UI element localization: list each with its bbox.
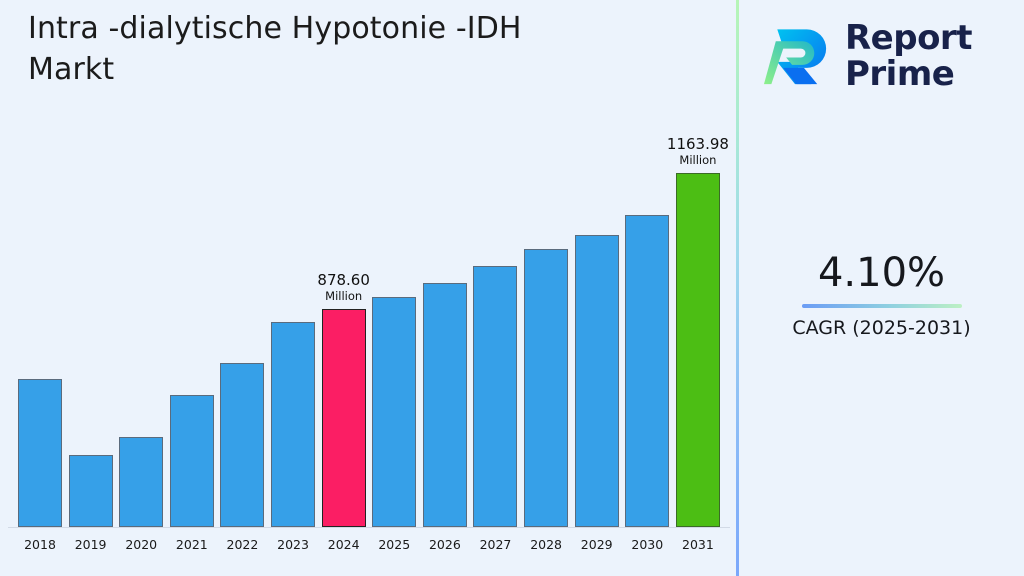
cagr-block: 4.10% CAGR (2025-2031) bbox=[739, 248, 1024, 340]
page-title: Intra -dialytische Hypotonie -IDH Markt bbox=[28, 11, 522, 87]
bar-value-number: 878.60 bbox=[317, 271, 370, 289]
bar-slot bbox=[220, 120, 265, 527]
bar-value-unit: Million bbox=[679, 153, 717, 167]
brand-name: Report Prime bbox=[845, 18, 972, 94]
bar-slot bbox=[473, 120, 518, 527]
x-axis-label-2020: 2020 bbox=[125, 537, 158, 552]
report-prime-logo-icon bbox=[761, 19, 835, 93]
bar-2019[interactable] bbox=[68, 455, 113, 527]
x-axis-label-2029: 2029 bbox=[580, 537, 613, 552]
x-axis-label-2022: 2022 bbox=[226, 537, 259, 552]
bar-slot bbox=[574, 120, 619, 527]
bar-2027[interactable] bbox=[473, 266, 518, 527]
panel-divider bbox=[736, 0, 739, 576]
x-axis-label-2024: 2024 bbox=[327, 537, 360, 552]
bar-slot bbox=[68, 120, 113, 527]
cagr-divider-rule bbox=[801, 304, 962, 308]
bar-series: 878.60 Million 1163.98 Million bbox=[8, 120, 730, 527]
bar-slot bbox=[625, 120, 670, 527]
cagr-caption: CAGR (2025-2031) bbox=[792, 317, 971, 339]
bar-value-unit: Million bbox=[325, 289, 363, 303]
bar-2024[interactable] bbox=[321, 309, 366, 527]
bar-2026[interactable] bbox=[422, 283, 467, 527]
bar-2025[interactable] bbox=[372, 297, 417, 527]
axis-baseline bbox=[8, 527, 730, 528]
bar-slot bbox=[422, 120, 467, 527]
bar-value-label: 1163.98 Million bbox=[666, 135, 729, 168]
bar-2028[interactable] bbox=[524, 249, 569, 527]
bar-2031[interactable] bbox=[675, 173, 720, 527]
x-axis-label-2026: 2026 bbox=[428, 537, 461, 552]
bar-2018[interactable] bbox=[18, 379, 62, 527]
bar-slot bbox=[119, 120, 164, 527]
bar-2030[interactable] bbox=[625, 215, 670, 527]
bar-value-label: 878.60 Million bbox=[317, 271, 370, 304]
bar-slot bbox=[18, 120, 62, 527]
bar-2023[interactable] bbox=[271, 322, 316, 527]
bar-2021[interactable] bbox=[169, 395, 214, 527]
bar-2020[interactable] bbox=[119, 437, 164, 527]
chart-panel: Intra -dialytische Hypotonie -IDH Markt … bbox=[8, 11, 730, 562]
bar-slot bbox=[372, 120, 417, 527]
x-axis-label-2019: 2019 bbox=[74, 537, 107, 552]
x-axis-label-2023: 2023 bbox=[277, 537, 309, 552]
bar-2029[interactable] bbox=[574, 235, 619, 527]
bar-slot bbox=[524, 120, 569, 527]
bar-value-number: 1163.98 bbox=[666, 135, 729, 153]
bar-slot: 1163.98 Million bbox=[667, 120, 729, 527]
brand-logo: Report Prime bbox=[761, 12, 1009, 100]
x-axis-label-2030: 2030 bbox=[631, 537, 664, 552]
bar-2022[interactable] bbox=[220, 363, 265, 527]
x-axis-label-2018: 2018 bbox=[24, 537, 56, 552]
bar-slot bbox=[271, 120, 316, 527]
bar-slot: 878.60 Million bbox=[317, 120, 370, 527]
x-axis: 2018 2019 2020 2021 2022 2023 2024 2025 2026 2027… bbox=[8, 532, 730, 562]
x-axis-label-2025: 2025 bbox=[378, 537, 411, 552]
x-axis-label-2027: 2027 bbox=[479, 537, 512, 552]
bar-slot bbox=[169, 120, 214, 527]
x-axis-label-2021: 2021 bbox=[175, 537, 208, 552]
info-panel: Report Prime 4.10% CAGR (2025-2031) bbox=[739, 0, 1024, 576]
plot-area: 878.60 Million 1163.98 Million bbox=[8, 120, 730, 528]
x-axis-label-2031: 2031 bbox=[682, 537, 714, 552]
cagr-value: 4.10% bbox=[817, 250, 946, 296]
x-axis-label-2028: 2028 bbox=[530, 537, 562, 552]
